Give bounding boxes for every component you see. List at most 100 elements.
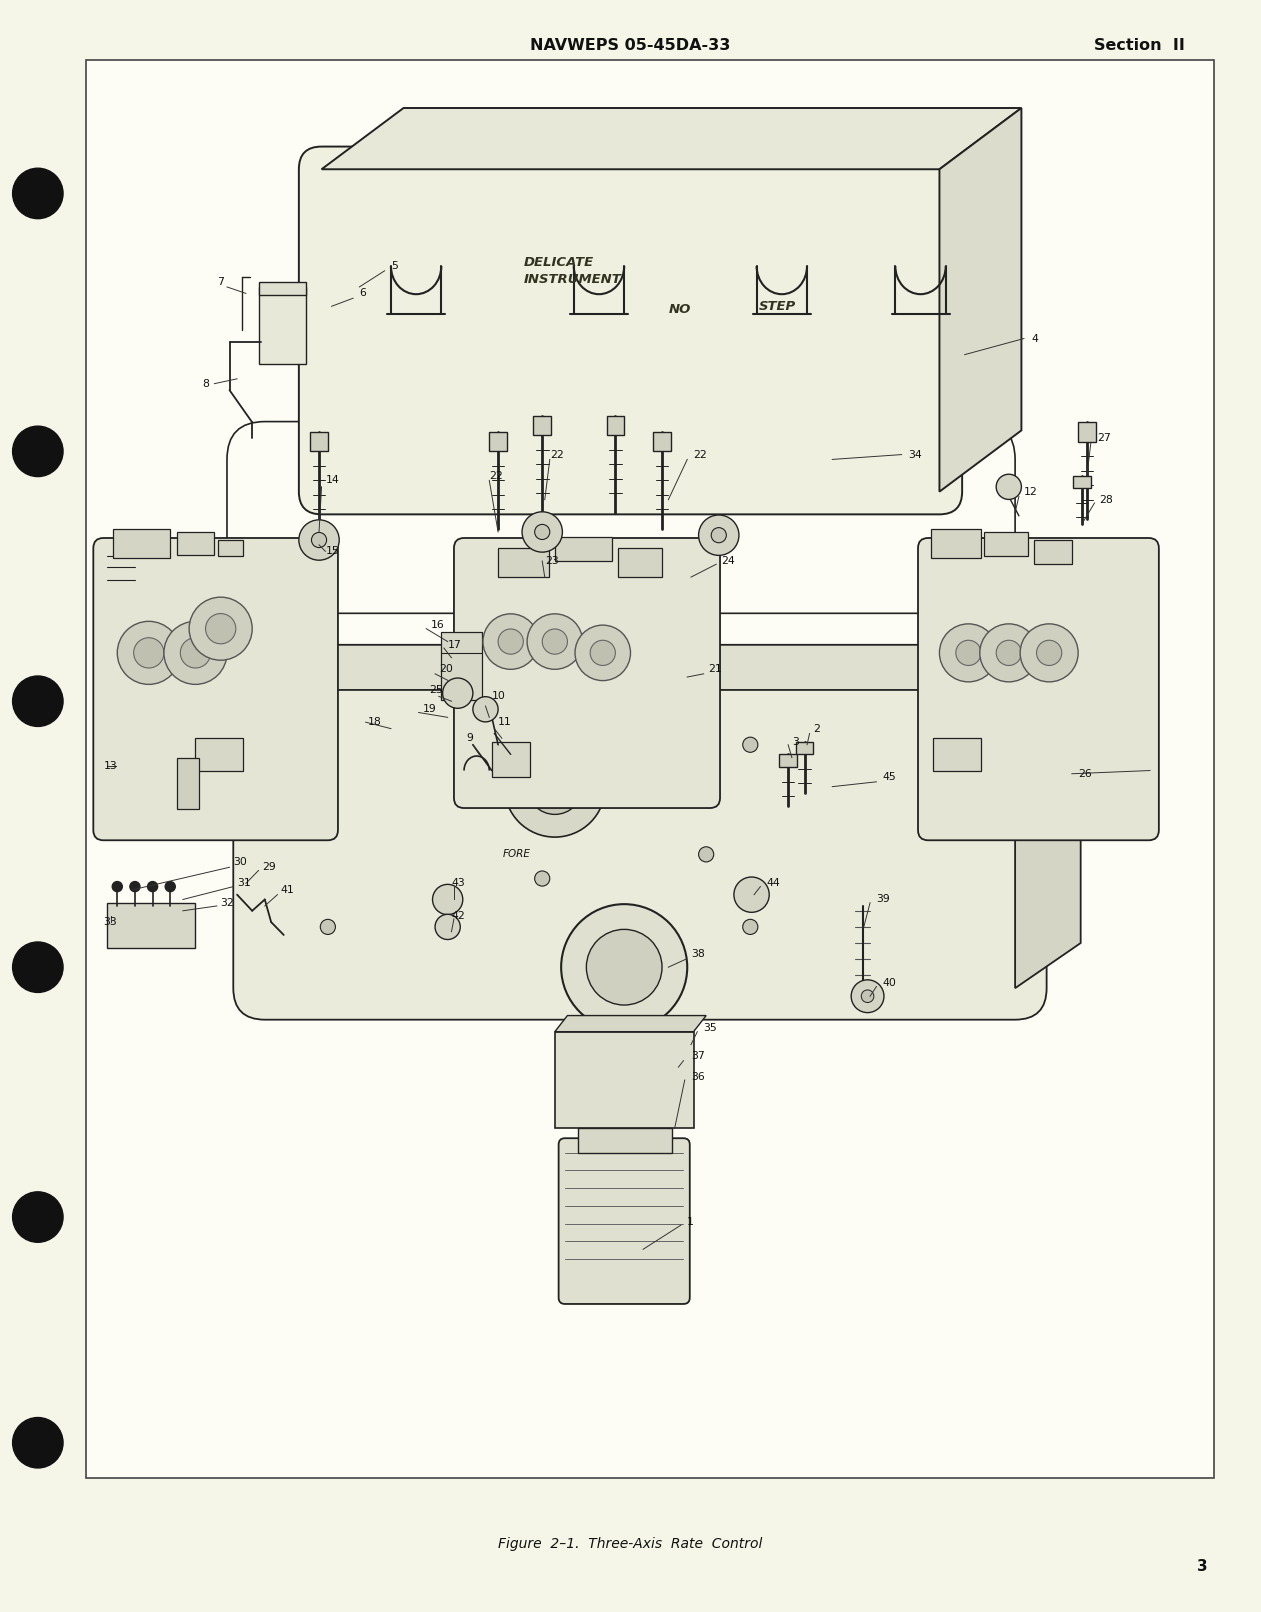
Bar (195, 738, 243, 771)
Text: 15: 15 (325, 546, 339, 556)
Text: Figure  2–1.  Three-Axis  Rate  Control: Figure 2–1. Three-Axis Rate Control (498, 1538, 763, 1551)
Circle shape (561, 904, 687, 1030)
Text: 35: 35 (704, 1024, 718, 1033)
Text: 7: 7 (217, 277, 223, 287)
Circle shape (13, 1191, 63, 1243)
Circle shape (711, 527, 726, 543)
Bar (177, 758, 199, 809)
Text: 16: 16 (431, 621, 445, 630)
Text: 43: 43 (451, 879, 465, 888)
Circle shape (575, 625, 630, 680)
Circle shape (311, 532, 327, 548)
Polygon shape (939, 108, 1021, 492)
Text: 3: 3 (1198, 1559, 1208, 1575)
Text: DELICATE
INSTRUMENT: DELICATE INSTRUMENT (523, 256, 622, 285)
Bar (578, 1128, 672, 1153)
Circle shape (956, 640, 981, 666)
Polygon shape (555, 1016, 706, 1032)
Bar (259, 282, 306, 295)
Text: 41: 41 (280, 885, 294, 895)
Text: STEP: STEP (759, 300, 797, 313)
Polygon shape (1015, 645, 1081, 988)
Circle shape (165, 882, 175, 891)
Text: 30: 30 (233, 858, 247, 867)
Circle shape (522, 511, 562, 553)
Circle shape (148, 882, 158, 891)
Circle shape (112, 882, 122, 891)
Text: 38: 38 (691, 949, 705, 959)
Bar (653, 432, 671, 451)
Bar (498, 548, 549, 577)
Text: 45: 45 (883, 772, 897, 782)
Bar (86, 60, 1214, 1478)
Circle shape (435, 914, 460, 940)
Circle shape (13, 675, 63, 727)
Circle shape (13, 426, 63, 477)
Bar (441, 632, 482, 700)
Circle shape (13, 168, 63, 219)
Circle shape (743, 919, 758, 935)
Circle shape (320, 919, 335, 935)
Circle shape (535, 870, 550, 887)
Text: 19: 19 (422, 704, 436, 714)
Bar (113, 529, 170, 558)
Text: 24: 24 (721, 556, 735, 566)
Text: 13: 13 (103, 761, 117, 771)
Circle shape (134, 638, 164, 667)
Text: 1: 1 (687, 1217, 694, 1227)
Text: 29: 29 (262, 862, 276, 872)
Text: 4: 4 (1031, 334, 1038, 343)
Text: 25: 25 (429, 685, 443, 695)
Text: 37: 37 (691, 1051, 705, 1061)
Text: 14: 14 (325, 476, 339, 485)
Bar (931, 529, 981, 558)
FancyBboxPatch shape (454, 538, 720, 808)
Text: 22: 22 (550, 450, 564, 459)
Circle shape (483, 614, 538, 669)
Polygon shape (322, 108, 1021, 169)
Bar (933, 738, 981, 771)
Circle shape (851, 980, 884, 1012)
Circle shape (433, 885, 463, 914)
Circle shape (443, 679, 473, 708)
Bar (984, 532, 1028, 556)
Circle shape (996, 640, 1021, 666)
Text: 26: 26 (1078, 769, 1092, 779)
FancyBboxPatch shape (93, 538, 338, 840)
Text: 42: 42 (451, 911, 465, 920)
Circle shape (1037, 640, 1062, 666)
Bar (607, 416, 624, 435)
Bar (1078, 422, 1096, 442)
Text: 3: 3 (792, 737, 798, 746)
Bar (177, 532, 214, 555)
Circle shape (13, 1417, 63, 1469)
Text: 44: 44 (767, 879, 781, 888)
Circle shape (473, 696, 498, 722)
Circle shape (180, 638, 211, 667)
Bar (492, 742, 530, 777)
Circle shape (1020, 624, 1078, 682)
Circle shape (734, 877, 769, 912)
Bar (218, 540, 243, 556)
Circle shape (699, 514, 739, 556)
Bar (107, 903, 195, 948)
Circle shape (299, 519, 339, 561)
Bar (1034, 540, 1072, 564)
Circle shape (743, 737, 758, 753)
FancyBboxPatch shape (227, 422, 1015, 613)
Circle shape (206, 614, 236, 643)
Text: 10: 10 (492, 692, 506, 701)
Text: 6: 6 (359, 289, 366, 298)
Circle shape (117, 621, 180, 685)
Text: 28: 28 (1100, 495, 1113, 505)
Text: 2: 2 (813, 724, 820, 733)
Text: 22: 22 (694, 450, 707, 459)
Text: 18: 18 (368, 717, 382, 727)
Bar (489, 432, 507, 451)
Circle shape (939, 624, 997, 682)
Circle shape (996, 474, 1021, 500)
Text: 40: 40 (883, 978, 897, 988)
Text: 32: 32 (221, 898, 235, 908)
Text: 8: 8 (202, 379, 208, 388)
Text: 12: 12 (1024, 487, 1038, 496)
